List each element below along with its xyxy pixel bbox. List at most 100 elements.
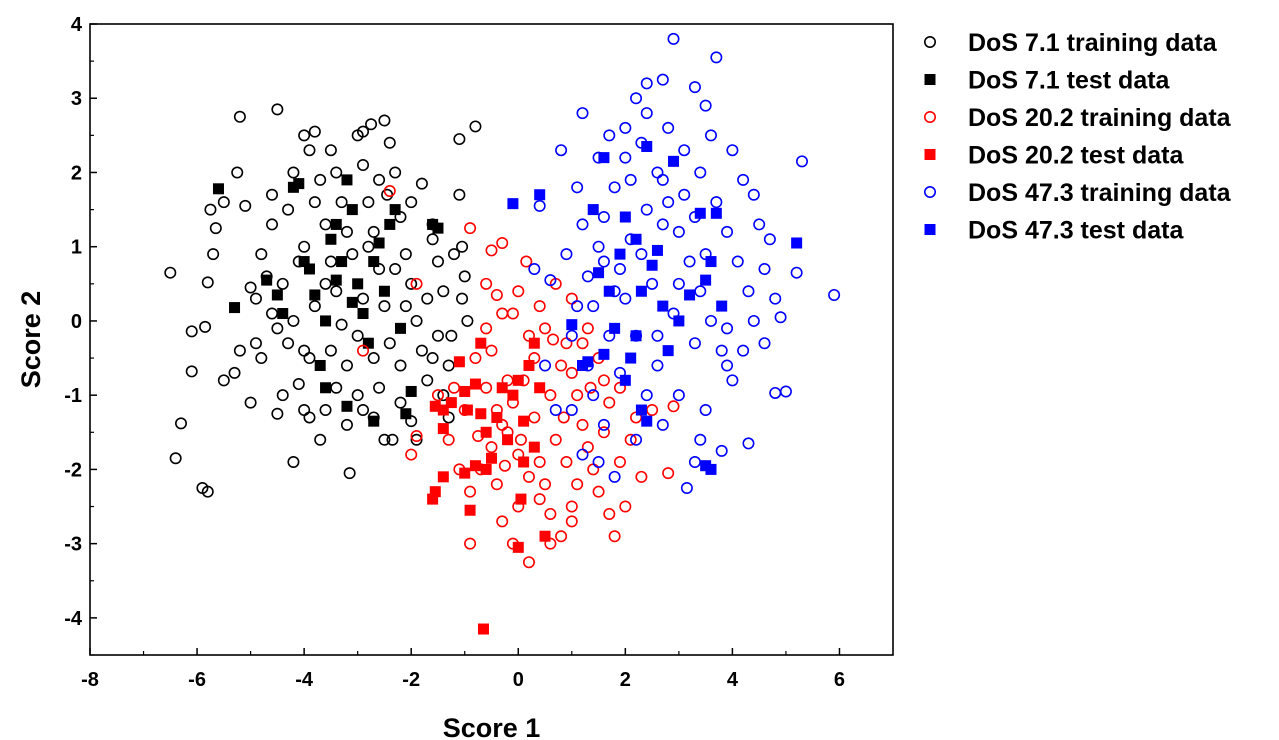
data-point (587, 204, 599, 216)
data-point (533, 199, 546, 212)
data-point (324, 255, 337, 268)
data-point (475, 337, 487, 349)
series-0 (164, 103, 482, 498)
data-point (710, 51, 723, 64)
x-tick-label: 0 (513, 669, 524, 691)
data-point (346, 296, 358, 308)
data-point (544, 389, 557, 402)
data-point (603, 507, 616, 520)
data-point (769, 386, 782, 399)
data-point (791, 237, 803, 249)
axis-ticks: -8 -6 -4 -2 0 2 4 6 -4 -3 -2 -1 0 1 2 3 4 (64, 14, 845, 691)
data-point (520, 255, 533, 268)
data-point (325, 233, 337, 245)
data-point (641, 415, 653, 427)
data-point (437, 389, 450, 402)
data-point (667, 32, 680, 45)
data-point (410, 433, 423, 446)
data-point (442, 359, 455, 372)
data-point (613, 262, 626, 275)
data-point (518, 415, 530, 427)
data-point (266, 218, 279, 231)
data-point (410, 314, 423, 327)
data-point (565, 515, 578, 528)
data-point (624, 433, 637, 446)
data-point (287, 166, 300, 179)
data-point (597, 255, 610, 268)
data-point (512, 285, 525, 298)
data-point (523, 359, 535, 371)
data-point (459, 467, 471, 479)
data-point (314, 433, 327, 446)
data-point (539, 322, 552, 335)
data-point (624, 173, 637, 186)
data-point (630, 330, 642, 342)
data-point (456, 240, 469, 253)
data-point (603, 396, 616, 409)
data-point (710, 207, 722, 219)
data-point (298, 344, 311, 357)
data-point (662, 467, 675, 480)
data-point (394, 359, 407, 372)
data-point (480, 322, 493, 335)
data-point (514, 433, 527, 446)
data-point (367, 352, 380, 365)
data-point (410, 277, 423, 290)
data-point (378, 433, 391, 446)
data-point (581, 270, 594, 283)
data-point (635, 470, 648, 483)
data-point (365, 118, 378, 131)
data-point (544, 507, 557, 520)
data-point (383, 185, 396, 198)
data-point (389, 262, 402, 275)
data-point (672, 277, 685, 290)
data-point (507, 389, 519, 401)
data-point (635, 404, 647, 416)
data-point (721, 322, 734, 335)
data-point (255, 248, 268, 261)
data-point (405, 277, 418, 290)
data-point (515, 493, 527, 505)
data-point (651, 244, 663, 256)
data-point (480, 381, 493, 394)
data-point (704, 314, 717, 327)
data-point (592, 455, 605, 468)
data-point (688, 337, 701, 350)
y-tick-label: 1 (71, 237, 82, 259)
data-point (421, 292, 434, 305)
legend-entry: DoS 47.3 training data (968, 179, 1232, 207)
data-point (587, 300, 600, 313)
data-point (319, 277, 332, 290)
y-tick-label: -1 (64, 385, 82, 407)
data-point (597, 374, 610, 387)
data-point (233, 344, 246, 357)
y-tick-label: 3 (71, 88, 82, 110)
legend-entry: DoS 20.2 test data (968, 142, 1184, 170)
data-point (271, 103, 284, 116)
data-point (453, 133, 466, 146)
data-point (512, 374, 524, 386)
x-tick-label: -8 (81, 669, 99, 691)
data-point (340, 359, 353, 372)
data-point (742, 285, 755, 298)
data-point (399, 248, 412, 261)
data-point (721, 359, 734, 372)
data-point (383, 337, 396, 350)
data-point (164, 266, 177, 279)
data-point (330, 218, 342, 230)
y-tick-label: -2 (64, 459, 82, 481)
legend: DoS 7.1 training data DoS 7.1 test data Do… (923, 29, 1232, 245)
data-point (477, 623, 489, 635)
data-point (557, 411, 570, 424)
data-point (445, 397, 457, 409)
data-point (565, 366, 578, 379)
data-point (298, 256, 310, 268)
data-point (496, 382, 508, 394)
data-point (672, 225, 685, 238)
x-tick-label: -6 (188, 669, 206, 691)
data-point (498, 459, 511, 472)
x-tick-label: -4 (295, 669, 314, 691)
data-point (684, 289, 696, 301)
data-point (518, 456, 530, 468)
plot-area: -8 -6 -4 -2 0 2 4 6 -4 -3 -2 -1 0 1 2 3 4 (64, 14, 894, 691)
